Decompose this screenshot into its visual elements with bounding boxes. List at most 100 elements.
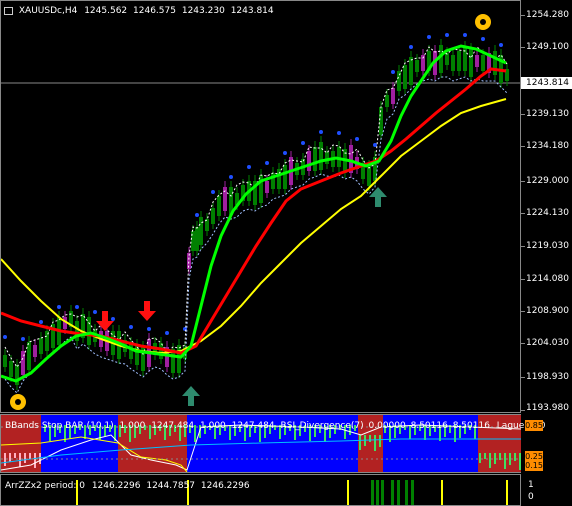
price-tick: 1234.180: [526, 141, 569, 151]
histogram-bar: [49, 425, 51, 441]
indicator-1-header: BBands Stop BAR (10,1) 1.000 1247.484 1.…: [5, 421, 545, 431]
histogram-bar: [359, 435, 361, 450]
scale-tick: 0: [528, 492, 534, 502]
buy-arrow-icon: [369, 187, 387, 207]
histogram-bar: [404, 425, 406, 430]
zigzag-bar: [347, 480, 349, 505]
trend-segment: [478, 415, 521, 472]
signal-dot: [355, 137, 359, 141]
histogram-bar: [399, 425, 401, 434]
histogram-bar: [79, 425, 81, 430]
histogram-bar: [344, 425, 346, 439]
histogram-bar: [169, 425, 171, 436]
signal-dot: [301, 141, 305, 145]
histogram-bar: [279, 425, 281, 439]
histogram-bar: [319, 425, 321, 433]
signal-dot: [265, 161, 269, 165]
histogram-bar: [519, 453, 521, 470]
histogram-bar: [174, 425, 176, 432]
sell-arrow-icon: [96, 311, 114, 331]
signal-dot: [229, 175, 233, 179]
rsi-line: [1, 436, 188, 472]
zigzag-value: 1246.2296: [200, 481, 250, 491]
zigzag-bar: [411, 480, 414, 505]
zigzag-bar: [397, 480, 400, 505]
envelope-upper-line: [4, 46, 508, 368]
price-tick: 1229.000: [526, 176, 569, 186]
indicator-2-scale: 1 0: [521, 474, 572, 506]
price-tick: 1254.280: [526, 10, 569, 20]
current-price-label: 1243.814: [526, 78, 569, 88]
histogram-bar: [289, 425, 291, 431]
histogram-bar: [349, 425, 351, 435]
zigzag-marker-dot: [480, 19, 486, 25]
main-chart-pane[interactable]: XAUUSDc,H4 1245.562 1246.575 1243.230 12…: [0, 0, 521, 413]
histogram-bar: [284, 425, 286, 435]
histogram-bar: [99, 425, 101, 440]
ohlc-low: 1243.230: [181, 6, 225, 16]
signal-dot: [211, 190, 215, 194]
price-tick: 1204.030: [526, 338, 569, 348]
histogram-bar: [304, 425, 306, 432]
rsi-value: 0.00000: [368, 421, 406, 431]
zigzag-marker-dot: [15, 399, 21, 405]
histogram-bar: [414, 425, 416, 435]
histogram-bar: [139, 425, 141, 434]
chart-header: XAUUSDc,H4 1245.562 1246.575 1243.230 12…: [4, 6, 274, 16]
indicator-pane-1[interactable]: BBands Stop BAR (10,1) 1.000 1247.484 1.…: [0, 414, 545, 473]
signal-dot: [195, 213, 199, 217]
histogram-bar: [179, 425, 181, 441]
zigzag-bar: [187, 480, 189, 505]
histogram-bar: [219, 425, 221, 435]
price-tick: 1214.080: [526, 274, 569, 284]
indicator-pane-2[interactable]: ArrZZx2 period: 0 1246.2296 1244.7857 12…: [0, 474, 521, 506]
signal-dot: [39, 320, 43, 324]
signal-dot: [93, 310, 97, 314]
histogram-bar: [479, 453, 481, 463]
indicator-2-header: ArrZZx2 period: 0 1246.2296 1244.7857 12…: [5, 481, 250, 491]
zigzag-label: ArrZZx2 period: 0: [5, 481, 85, 491]
level-box: 0.85: [525, 420, 543, 431]
histogram-bar: [54, 425, 56, 437]
indicator-1-scale: 0.85 0.25 0.15: [521, 414, 572, 473]
histogram-bar: [194, 425, 196, 442]
bbands-value: 1247.484: [231, 421, 275, 431]
histogram-bar: [159, 425, 161, 431]
price-tick: 1219.030: [526, 241, 569, 251]
histogram-bar: [464, 425, 466, 434]
histogram-bar: [44, 425, 46, 432]
histogram-bar: [429, 425, 431, 436]
histogram-bar: [434, 425, 436, 432]
price-tick: 1239.130: [526, 109, 569, 119]
signal-dot: [57, 305, 61, 309]
price-scale[interactable]: 1254.280 1249.100 1243.814 1239.130 1234…: [521, 0, 572, 413]
histogram-bar: [229, 425, 231, 440]
histogram-bar: [269, 425, 271, 434]
signal-dot: [3, 335, 7, 339]
ohlc-close: 1243.814: [230, 6, 274, 16]
histogram-bar: [154, 425, 156, 435]
signal-dot: [129, 325, 133, 329]
signal-dot: [247, 165, 251, 169]
price-tick: 1198.930: [526, 372, 569, 382]
histogram-bar: [34, 453, 36, 468]
histogram-bar: [239, 425, 241, 432]
chart-menu-icon[interactable]: [4, 6, 13, 15]
trend-segment: [118, 415, 187, 472]
histogram-bar: [164, 425, 166, 440]
signal-dot: [283, 151, 287, 155]
histogram-bar: [439, 425, 441, 441]
histogram-bar: [514, 453, 516, 461]
histogram-bar: [329, 425, 331, 438]
histogram-bar: [134, 425, 136, 438]
envelope-lower-line: [4, 76, 508, 394]
histogram-bar: [244, 425, 246, 441]
sell-arrow-icon: [138, 301, 156, 321]
signal-dot: [337, 131, 341, 135]
price-tick: 1208.900: [526, 306, 569, 316]
histogram-bar: [114, 425, 116, 441]
histogram-bar: [409, 425, 411, 439]
histogram-bar: [59, 425, 61, 433]
histogram-bar: [474, 425, 476, 439]
histogram-bar: [254, 425, 256, 433]
